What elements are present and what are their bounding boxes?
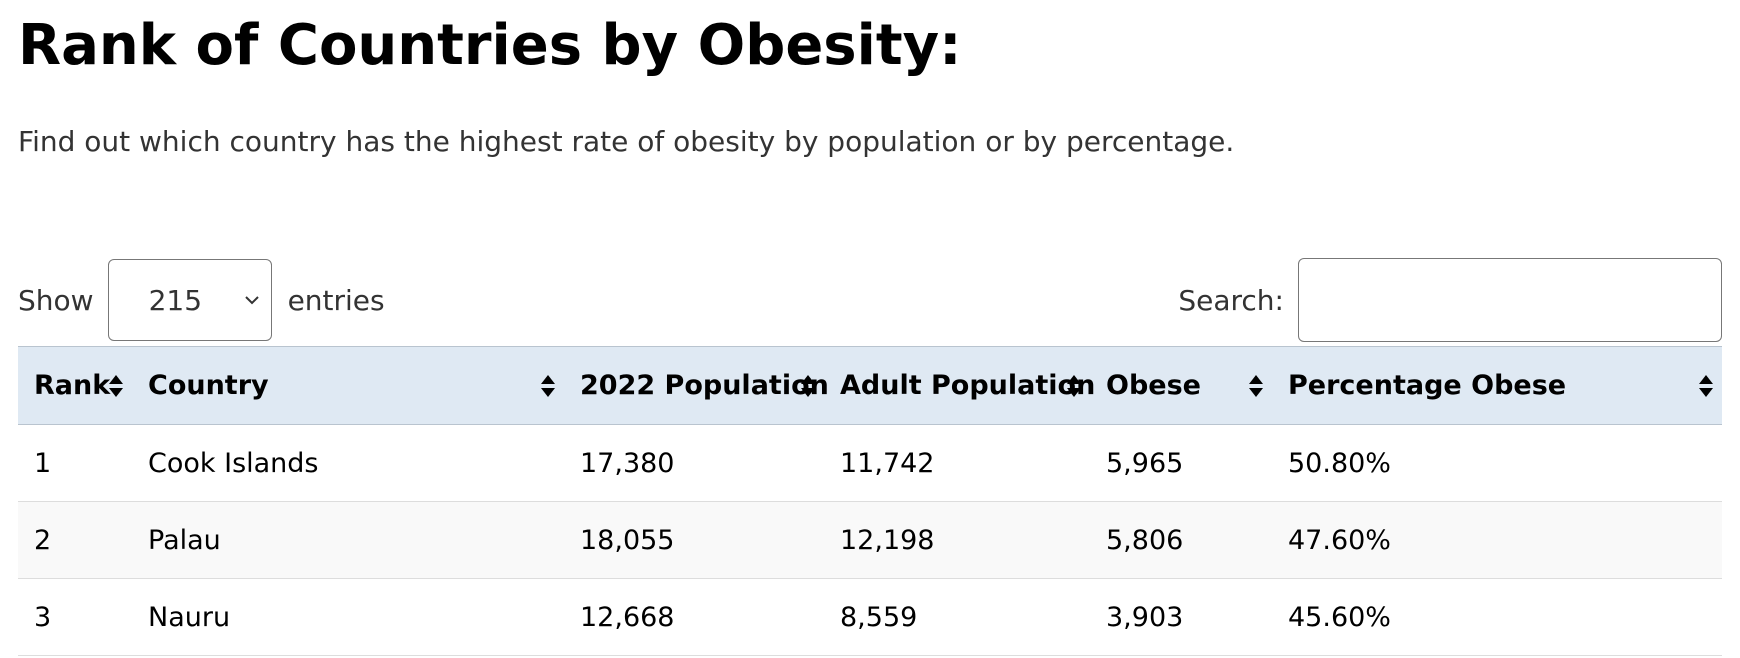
table-header-row: Rank Country 2022 Population xyxy=(18,346,1722,425)
sort-both-icon xyxy=(1067,374,1081,397)
cell-rank: 3 xyxy=(18,578,132,656)
cell-percentage-obese: 47.60% xyxy=(1272,501,1722,579)
sort-both-icon xyxy=(801,374,815,397)
cell-adult-population: 8,559 xyxy=(824,578,1090,656)
column-header-2022-population[interactable]: 2022 Population xyxy=(564,346,829,425)
cell-2022-population: 17,380 xyxy=(564,424,824,502)
cell-adult-population: 11,742 xyxy=(824,424,1090,502)
page-subtitle: Find out which country has the highest r… xyxy=(18,125,1235,158)
sort-both-icon xyxy=(1699,374,1713,397)
column-header-percentage-obese[interactable]: Percentage Obese xyxy=(1272,346,1722,425)
cell-adult-population: 12,198 xyxy=(824,501,1090,579)
cell-2022-population: 18,055 xyxy=(564,501,824,579)
table-row: 2 Palau 18,055 12,198 5,806 47.60% xyxy=(18,501,1722,579)
table-row: 1 Cook Islands 17,380 11,742 5,965 50.80… xyxy=(18,424,1722,502)
sort-both-icon xyxy=(109,374,123,397)
column-header-label: 2022 Population xyxy=(580,370,829,401)
column-header-label: Obese xyxy=(1106,370,1201,401)
cell-country: Nauru xyxy=(132,578,564,656)
entries-label: entries xyxy=(287,283,385,317)
column-header-rank[interactable]: Rank xyxy=(18,346,132,425)
search-control: Search: xyxy=(1178,258,1722,342)
cell-percentage-obese: 45.60% xyxy=(1272,578,1722,656)
column-header-country[interactable]: Country xyxy=(132,346,564,425)
sort-both-icon xyxy=(1249,374,1263,397)
column-header-label: Adult Population xyxy=(840,370,1096,401)
sort-both-icon xyxy=(541,374,555,397)
cell-obese: 5,806 xyxy=(1090,501,1272,579)
column-header-label: Rank xyxy=(34,370,111,401)
entries-per-page-value: 215 xyxy=(148,283,203,317)
entries-length-control: Show 215 entries xyxy=(18,258,385,342)
search-label: Search: xyxy=(1178,283,1284,317)
column-header-label: Country xyxy=(148,370,269,401)
search-input[interactable] xyxy=(1298,258,1722,342)
cell-country: Cook Islands xyxy=(132,424,564,502)
column-header-obese[interactable]: Obese xyxy=(1090,346,1272,425)
chevron-down-icon xyxy=(244,296,259,305)
show-label: Show xyxy=(18,283,94,317)
entries-per-page-select[interactable]: 215 xyxy=(107,259,272,341)
cell-percentage-obese: 50.80% xyxy=(1272,424,1722,502)
cell-rank: 1 xyxy=(18,424,132,502)
cell-2022-population: 12,668 xyxy=(564,578,824,656)
cell-country: Palau xyxy=(132,501,564,579)
column-header-adult-population[interactable]: Adult Population xyxy=(824,346,1095,425)
page-title: Rank of Countries by Obesity: xyxy=(18,13,962,78)
column-header-label: Percentage Obese xyxy=(1288,370,1567,401)
obesity-ranking-table: Rank Country 2022 Population xyxy=(18,346,1722,656)
table-row: 3 Nauru 12,668 8,559 3,903 45.60% xyxy=(18,578,1722,656)
cell-rank: 2 xyxy=(18,501,132,579)
cell-obese: 3,903 xyxy=(1090,578,1272,656)
cell-obese: 5,965 xyxy=(1090,424,1272,502)
